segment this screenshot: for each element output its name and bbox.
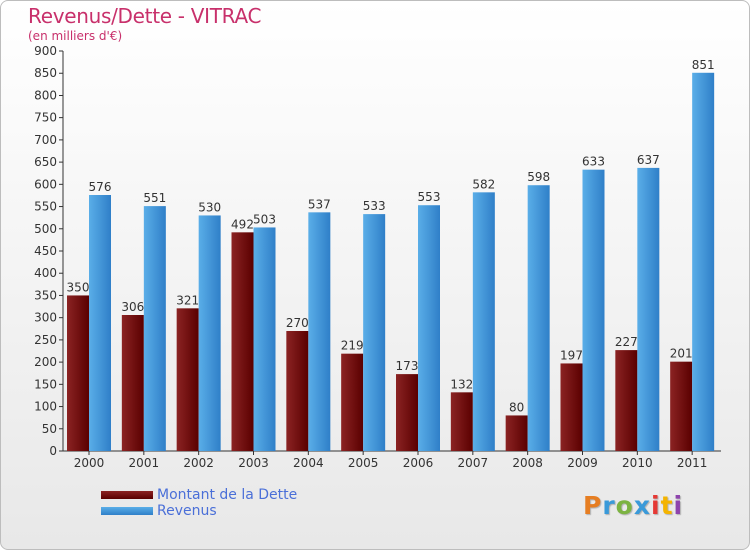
revenue-value-label: 633 — [582, 155, 605, 169]
revenue-value-label: 533 — [363, 199, 386, 213]
revenue-value-label: 551 — [143, 191, 166, 205]
debt-value-label: 492 — [231, 217, 254, 231]
debt-value-label: 270 — [286, 316, 309, 330]
debt-value-label: 80 — [509, 400, 524, 414]
x-tick-label: 2011 — [677, 456, 708, 470]
x-tick-label: 2000 — [74, 456, 105, 470]
y-tick-label: 550 — [34, 200, 57, 214]
x-tick-label: 2010 — [622, 456, 653, 470]
revenue-bar — [143, 206, 166, 451]
debt-value-label: 321 — [176, 293, 199, 307]
revenue-bar — [582, 169, 605, 451]
chart-subtitle: (en milliers d'€) — [28, 29, 123, 43]
revenue-bar — [308, 212, 331, 451]
y-tick-label: 700 — [34, 133, 57, 147]
x-tick-label: 2004 — [293, 456, 324, 470]
revenue-bar — [692, 72, 715, 452]
x-tick-label: 2001 — [129, 456, 160, 470]
x-tick-label: 2005 — [348, 456, 379, 470]
revenue-bar — [253, 227, 276, 451]
revenue-bar — [418, 205, 440, 451]
y-tick-label: 50 — [42, 422, 57, 436]
revenue-bar — [527, 185, 550, 451]
x-tick-label: 2006 — [403, 456, 434, 470]
x-tick-label: 2009 — [567, 456, 598, 470]
debt-value-label: 201 — [670, 347, 693, 361]
y-tick-label: 750 — [34, 111, 57, 125]
logo-letter: i — [651, 491, 661, 520]
revenue-bar — [363, 214, 386, 451]
x-tick-label: 2008 — [512, 456, 543, 470]
revenue-value-label: 851 — [692, 58, 715, 72]
revenue-bar — [89, 195, 111, 451]
logo-letter: t — [660, 491, 674, 520]
debt-value-label: 173 — [396, 359, 419, 373]
revenue-value-label: 530 — [198, 200, 221, 214]
x-tick-label: 2002 — [183, 456, 214, 470]
legend-label-debt: Montant de la Dette — [157, 487, 298, 503]
y-tick-label: 250 — [34, 333, 57, 347]
y-tick-label: 100 — [34, 400, 57, 414]
debt-bar — [450, 392, 473, 451]
legend-label-revenue: Revenus — [157, 503, 217, 519]
debt-bar — [396, 374, 418, 451]
debt-value-label: 132 — [450, 377, 473, 391]
logo-letter: x — [633, 491, 651, 520]
revenue-bar — [198, 215, 221, 451]
y-tick-label: 500 — [34, 222, 57, 236]
x-tick-label: 2003 — [238, 456, 269, 470]
y-tick-label: 450 — [34, 244, 57, 258]
y-tick-label: 0 — [49, 444, 57, 458]
revenue-bar — [472, 192, 495, 452]
debt-bar — [176, 308, 199, 451]
y-tick-label: 650 — [34, 155, 57, 169]
legend-swatch-debt — [101, 491, 153, 499]
y-tick-label: 200 — [34, 355, 57, 369]
proxiti-logo: Proxiti — [583, 491, 683, 520]
x-tick-label: 2007 — [458, 456, 489, 470]
revenue-value-label: 503 — [253, 212, 276, 226]
logo-letter: i — [673, 491, 684, 520]
revenue-value-label: 576 — [89, 180, 112, 194]
y-tick-label: 400 — [34, 266, 57, 280]
chart-title: Revenus/Dette - VITRAC — [28, 4, 262, 28]
legend: Montant de la Dette Revenus — [101, 487, 297, 519]
revenue-value-label: 598 — [527, 170, 550, 184]
logo-letter: P — [583, 491, 603, 520]
legend-item-debt: Montant de la Dette — [101, 487, 297, 503]
debt-bar — [615, 350, 638, 451]
debt-bar — [231, 232, 254, 451]
legend-item-revenue: Revenus — [101, 503, 297, 519]
y-tick-label: 350 — [34, 288, 57, 302]
revenue-value-label: 582 — [472, 177, 495, 191]
y-tick-label: 300 — [34, 311, 57, 325]
revenue-value-label: 637 — [637, 153, 660, 167]
debt-bar — [670, 361, 693, 451]
logo-letter: o — [615, 491, 634, 520]
debt-bar — [560, 363, 583, 451]
debt-value-label: 197 — [560, 348, 583, 362]
y-tick-label: 800 — [34, 88, 57, 102]
debt-value-label: 306 — [121, 300, 144, 314]
legend-swatch-revenue — [101, 507, 153, 515]
logo-letter: r — [602, 491, 616, 520]
debt-value-label: 219 — [341, 339, 364, 353]
y-tick-label: 600 — [34, 177, 57, 191]
revenue-value-label: 553 — [418, 190, 441, 204]
revenue-bar — [637, 167, 660, 451]
debt-bar — [505, 415, 528, 451]
debt-value-label: 227 — [615, 335, 638, 349]
debt-bar — [121, 315, 144, 451]
revenue-value-label: 537 — [308, 197, 331, 211]
debt-bar — [67, 295, 89, 451]
y-tick-label: 150 — [34, 377, 57, 391]
debt-bar — [341, 353, 364, 451]
y-tick-label: 900 — [34, 44, 57, 58]
debt-bar — [286, 331, 309, 451]
debt-value-label: 350 — [67, 280, 90, 294]
y-tick-label: 850 — [34, 66, 57, 80]
